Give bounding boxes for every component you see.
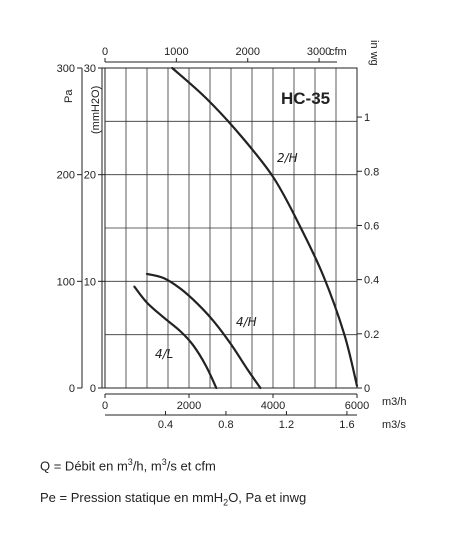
y-axis-pa-tick-label: 100 [57,276,75,288]
series-curve-4l [133,285,218,390]
x-axis-m3s-tick-label: 0.4 [158,419,173,430]
x-axis-cfm-tick-label: 3000 [307,46,331,58]
y-axis-inwg-tick-label: 0.4 [364,275,379,287]
y-axis-unit-inwg: in wg [368,40,380,66]
y-axis-pa-tick-label: 300 [57,63,75,75]
y-axis-mmh2o-tick-label: 10 [84,276,96,288]
x-axis-cfm-tick-label: 0 [102,46,108,58]
series-label-2h: 2/H [277,151,298,165]
x-axis-cfm-tick-label: 2000 [235,46,259,58]
legend-q-post: /s et cfm [166,458,216,474]
legend-q-sup2: 3 [161,457,167,467]
chart-title: HC-35 [281,89,330,108]
series-label-4h: 4/H [236,315,257,329]
y-axis-mmh2o-tick-label: 20 [84,170,96,182]
x-axis-m3s-tick-label: 1.2 [279,419,294,430]
y-axis-unit-mmh2o: (mmH2O) [90,86,102,134]
chart-axes [77,58,362,416]
x-axis-unit-m3s: m3/s [382,419,406,430]
y-axis-inwg-tick-label: 0.2 [364,329,379,341]
series-curve-4h [145,272,262,390]
x-axis-m3h-tick-label: 2000 [177,400,201,412]
x-axis-cfm-tick-label: 1000 [164,46,188,58]
x-axis-m3h-tick-label: 4000 [261,400,285,412]
legend-pe-post: O, Pa et inwg [228,490,307,505]
legend-q-sup1: 3 [127,457,133,467]
x-axis-m3h-tick-label: 6000 [345,400,369,412]
x-axis-unit-cfm: cfm [329,46,347,58]
legend-q-mid: /h, m [132,458,162,474]
y-axis-inwg-tick-label: 0.6 [364,220,379,232]
y-axis-pa-tick-label: 200 [57,170,75,182]
y-axis-unit-pa: Pa [63,89,75,103]
chart-series [133,66,359,390]
chart-grid [104,67,358,389]
legend-pe-sub: 2 [223,497,229,508]
x-axis-unit-m3h: m3/h [382,396,406,408]
y-axis-inwg-tick-label: 0.8 [364,166,379,178]
legend-pe-pre: Pe = Pression statique en mmH [40,490,224,505]
legend-pe: Pe = Pression statique en mmH2O, Pa et i… [40,490,306,508]
y-axis-inwg-tick-label: 1 [364,112,370,124]
series-label-4l: 4/L [155,347,173,361]
y-axis-inwg-tick-label: 0 [364,383,370,395]
x-axis-m3s-tick-label: 1.6 [339,419,354,430]
y-axis-mmh2o-tick-label: 0 [90,383,96,395]
legend-q-pre: Q = Débit en m [40,458,128,474]
y-axis-pa-tick-label: 0 [69,383,75,395]
legend-q: Q = Débit en m3/h, m3/s et cfm [40,457,216,473]
x-axis-m3h-tick-label: 0 [102,400,108,412]
x-axis-m3s-tick-label: 0.8 [218,419,233,430]
y-axis-mmh2o-tick-label: 30 [84,63,96,75]
series-curve-2h [171,66,359,387]
